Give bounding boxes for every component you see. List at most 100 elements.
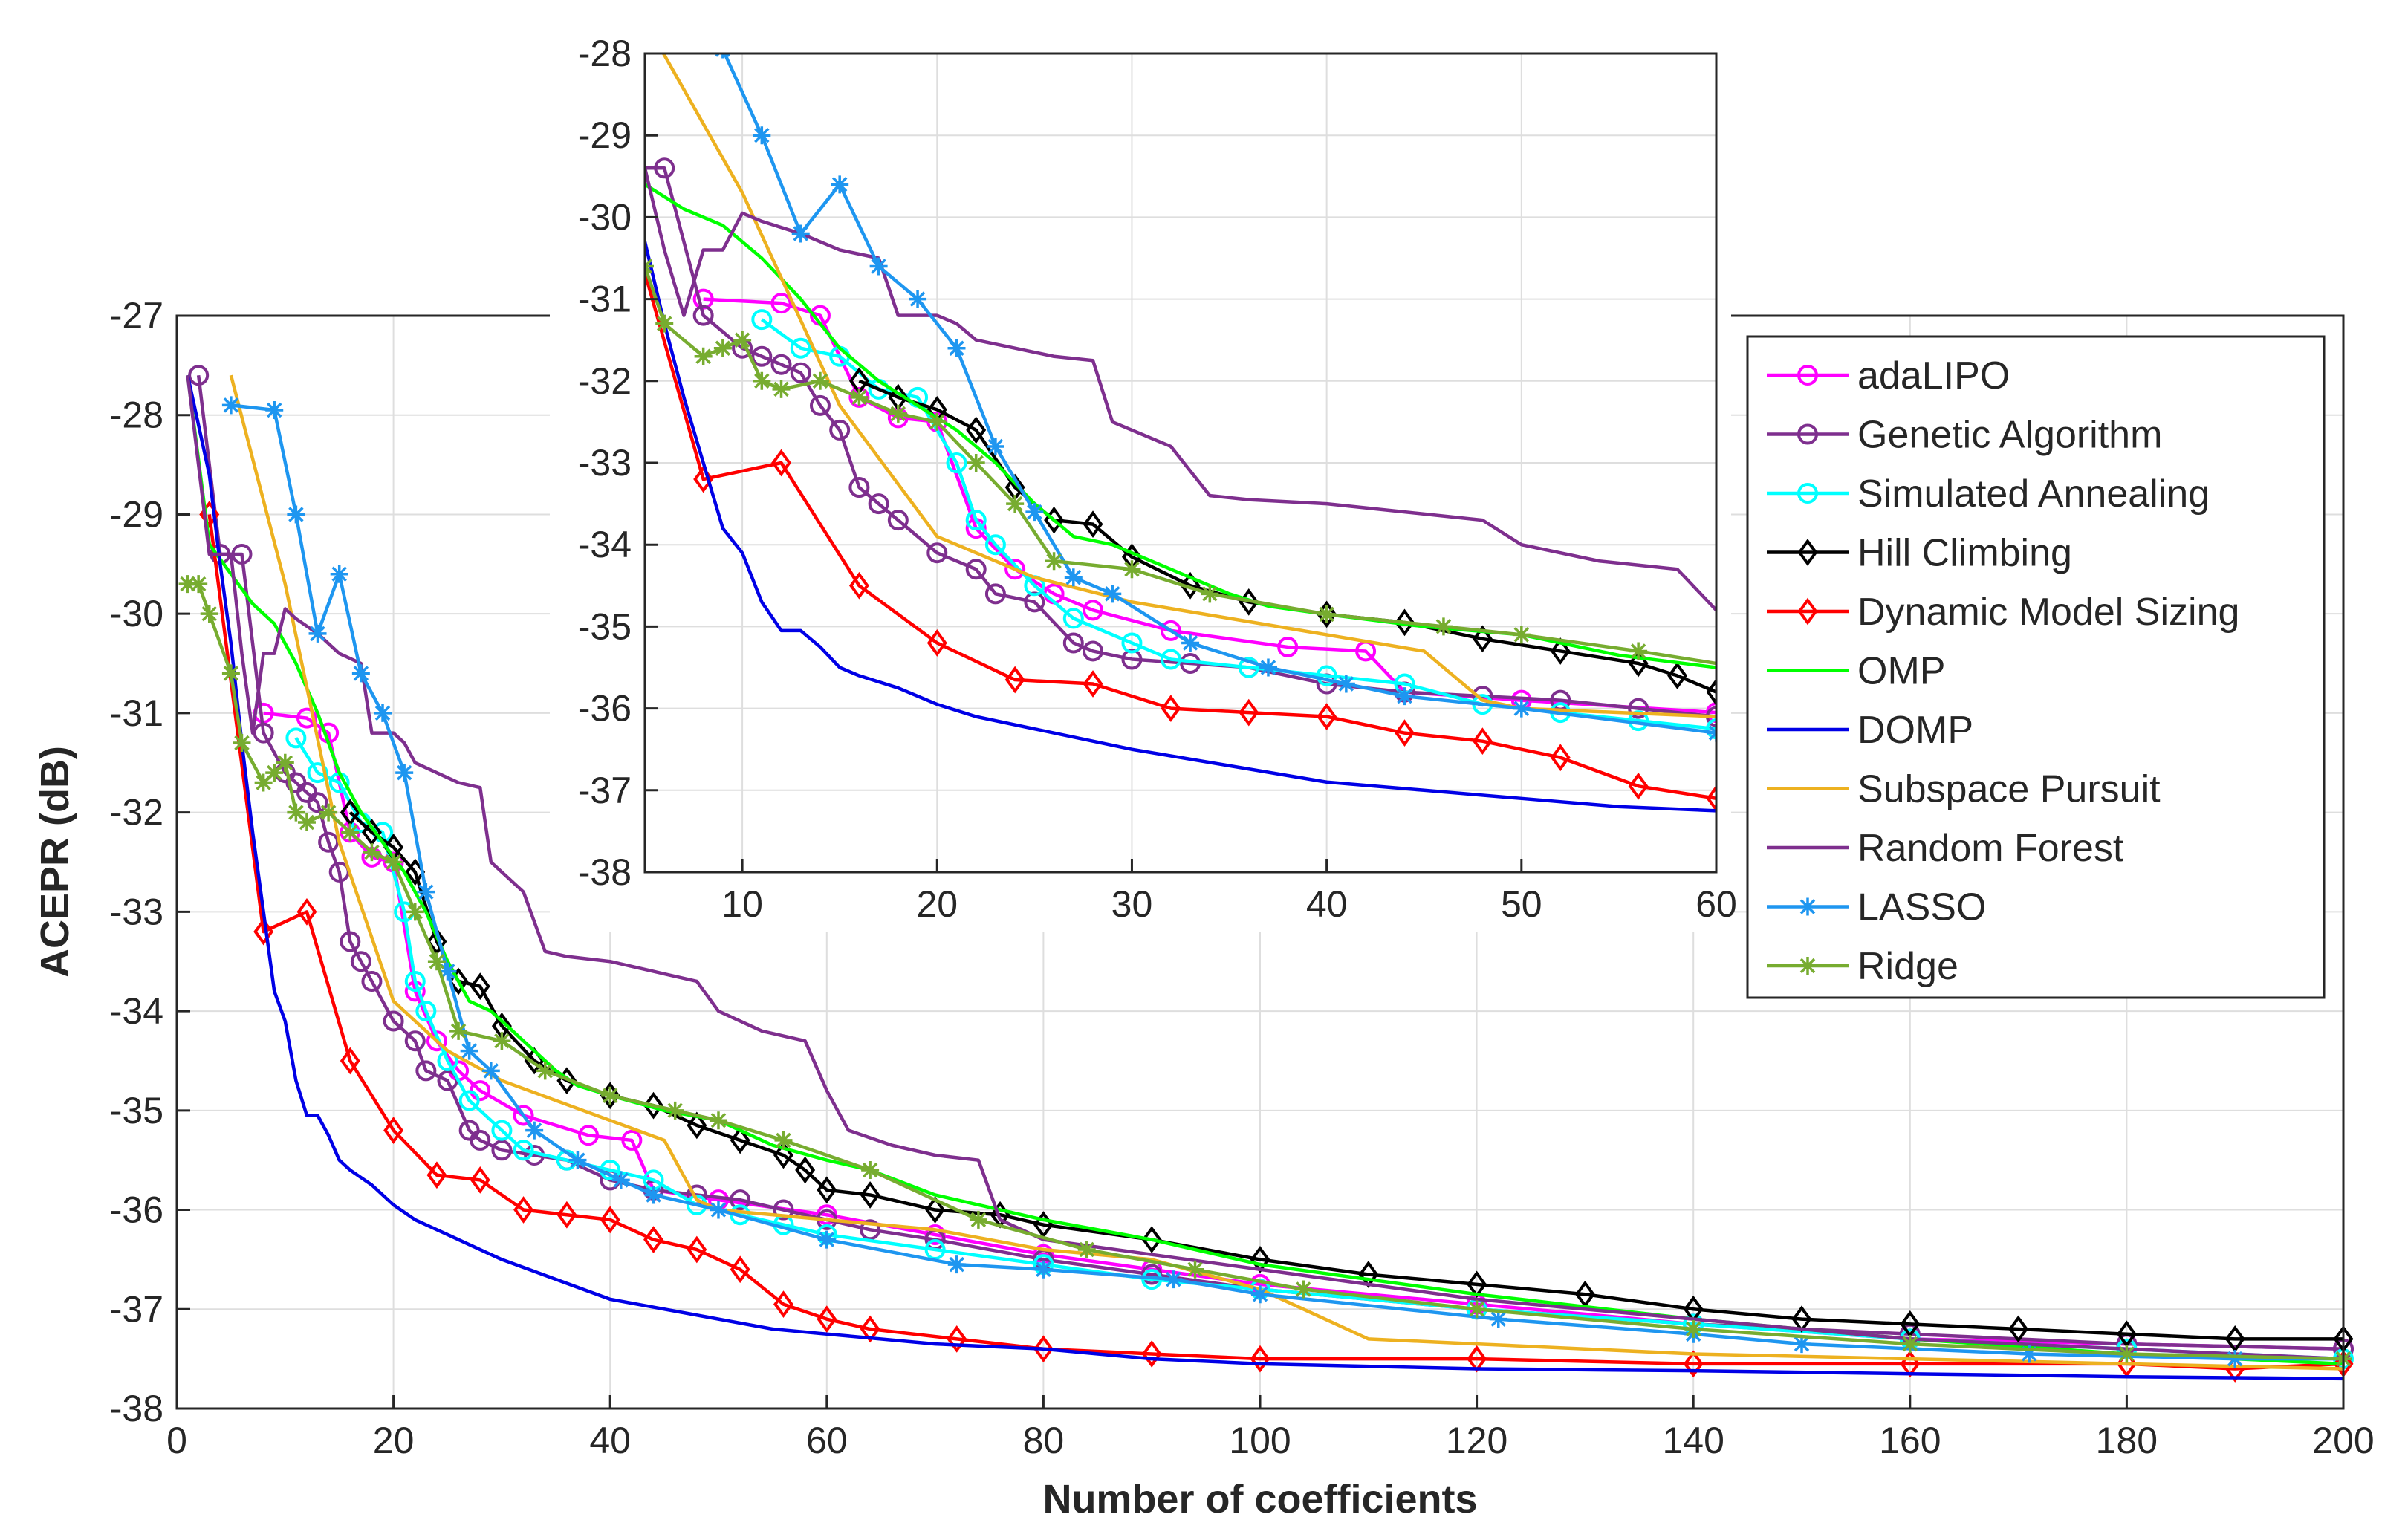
inset-point-simulated-annealing [1316,665,1337,686]
main-point-lasso [417,883,435,901]
main-point-dynamic-model-sizing [817,1305,837,1333]
main-y-axis-title: ACEPR (dB) [33,746,77,978]
legend-label: Dynamic Model Sizing [1857,591,2239,634]
inset-point-lasso [947,339,966,357]
main-point-dynamic-model-sizing [947,1325,967,1353]
main-point-simulated-annealing [491,1120,513,1141]
main-point-lasso [330,565,348,583]
inset-point-genetic-algorithm [790,362,811,383]
main-point-ridge [189,575,208,594]
main-point-ridge [233,734,251,753]
inset-point-genetic-algorithm [770,354,792,375]
inset-point-ridge [713,339,732,357]
inset-line-domp [645,235,1716,813]
inset-point-adalipo [1277,636,1299,657]
main-point-genetic-algorithm [340,931,361,952]
inset-x-tick-label: 20 [916,883,958,925]
inset-y-tick-label: -34 [578,524,632,565]
main-point-dynamic-model-sizing [1141,1340,1162,1368]
inset-point-ridge [1434,617,1453,636]
inset-point-ridge [967,454,985,472]
inset-point-ridge [733,331,752,349]
main-point-genetic-algorithm [231,543,253,565]
main-point-lasso [2226,1350,2245,1368]
main-series-ridge [178,575,2352,1368]
main-point-hill-climbing [817,1176,837,1204]
main-point-ridge [1684,1320,1703,1339]
main-point-simulated-annealing [458,1090,480,1111]
main-line-simulated-annealing [294,737,2344,1361]
main-point-ridge [319,803,338,822]
main-point-ridge [1901,1335,1919,1354]
inset-point-genetic-algorithm [984,583,1006,605]
main-point-lasso [460,1042,478,1060]
legend-marker [1797,539,1818,566]
main-point-ridge [861,1161,880,1180]
main-point-lasso [710,1201,727,1219]
main-point-lasso [1251,1285,1269,1304]
inset-y-tick-label: -28 [578,33,632,74]
main-point-simulated-annealing [307,762,328,784]
inset-point-ridge [753,371,771,390]
main-point-simulated-annealing [285,727,307,749]
legend-entry-simulated-annealing: Simulated Annealing [1767,472,2210,516]
inset-point-simulated-annealing [1121,632,1143,654]
inset-point-dynamic-model-sizing [1317,703,1337,731]
inset-point-ridge [1045,552,1063,571]
legend-marker [1797,483,1818,504]
inset-y-tick-label: -33 [578,442,632,484]
main-point-ridge [384,853,403,871]
main-y-tick-label: -36 [110,1189,163,1231]
legend-box [1746,335,2326,999]
main-point-dynamic-model-sizing [470,1166,490,1194]
main-point-ridge [1294,1280,1313,1299]
inset-point-dynamic-model-sizing [926,629,947,657]
inset-point-simulated-annealing [1062,608,1084,629]
inset-point-ridge [1317,605,1336,623]
main-point-dynamic-model-sizing [687,1235,707,1264]
main-series-dynamic-model-sizing [199,501,2354,1383]
inset-point-lasso [909,290,927,308]
inset-point-ridge [889,404,907,423]
main-point-simulated-annealing [415,1001,437,1022]
main-point-hill-climbing [643,1091,664,1120]
legend-label: Subspace Pursuit [1857,768,2161,811]
main-x-tick-label: 140 [1662,1420,1724,1461]
legend-marker [1797,365,1818,386]
inset-line-lasso [722,53,1716,735]
inset-series [645,53,1716,813]
main-point-hill-climbing [2008,1315,2029,1343]
main-point-ridge [710,1111,727,1130]
main-point-dynamic-model-sizing [1683,1350,1704,1378]
main-series-domp [186,374,2344,1381]
main-ticks: 0 20 40 60 80 100 120 140 160 180 200 -27 -28 -29 -30 -… [110,295,2375,1461]
inset-point-genetic-algorithm [1628,698,1649,719]
main-line-lasso [230,403,2343,1361]
main-point-lasso [481,1062,500,1080]
inset-point-hill-climbing [1395,608,1415,637]
inset-point-genetic-algorithm [751,345,773,367]
inset-point-dynamic-model-sizing [1395,719,1415,747]
legend-marker [1799,897,1817,916]
inset-point-lasso [753,126,771,145]
main-line-dynamic-model-sizing [207,514,2344,1371]
inset-x-tick-label: 10 [721,883,763,925]
main-point-ridge [1077,1241,1096,1259]
inset-point-simulated-annealing [1238,657,1259,678]
inset-y-tick-label: -32 [578,360,632,402]
inset-point-lasso [1395,687,1414,706]
inset-series-domp [645,235,1716,813]
legend-label: LASSO [1857,886,1986,929]
inset-x-tick-label: 40 [1306,883,1348,925]
inset-point-ridge [694,347,713,365]
inset-series-lasso [645,53,1716,742]
main-y-tick-label: -27 [110,295,163,337]
inset-point-genetic-algorithm [965,559,987,580]
inset-point-genetic-algorithm [654,157,675,179]
inset-x-tick-label: 30 [1111,883,1153,925]
inset-y-tick-label: -29 [578,114,632,156]
inset-point-lasso [986,437,1004,455]
inset-point-dynamic-model-sizing [1550,744,1571,772]
inset-point-adalipo [1160,620,1181,641]
